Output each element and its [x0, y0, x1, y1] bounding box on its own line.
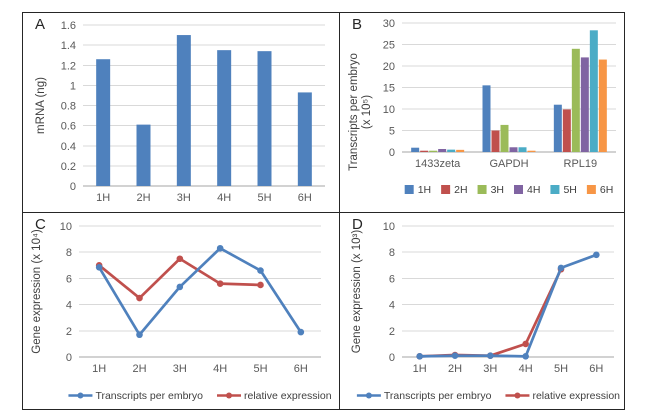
svg-text:6: 6	[389, 273, 395, 285]
svg-text:5: 5	[389, 126, 395, 138]
svg-text:GAPDH: GAPDH	[489, 158, 528, 170]
svg-text:0: 0	[389, 352, 395, 364]
svg-text:2H: 2H	[448, 363, 462, 375]
svg-text:5H: 5H	[257, 192, 271, 204]
panel-d-chart: 0 2 4 6 8 10 1H 2H 3H 4H 5H 6H Gene expression (x 10…	[351, 221, 620, 402]
panel-c-chart: 0 2 4 6 8 10 1H 2H 3H 4H 5H 6H Gene expression (x 10…	[31, 221, 332, 402]
svg-text:4H: 4H	[527, 184, 540, 196]
svg-text:0: 0	[66, 352, 72, 364]
svg-text:1H: 1H	[96, 192, 110, 204]
svg-text:relative expression: relative expression	[532, 390, 620, 402]
panel-b: B 0 5 10 15 20 25 30 1433zeta GAPDH RPL19 Transcri…	[340, 13, 624, 213]
svg-text:6H: 6H	[600, 184, 613, 196]
svg-text:8: 8	[66, 247, 72, 259]
figure-panel-grid: A 0 0.2 0.4 0.6 0.8 1 1.2 1.4 1.6 1H 2H 3H 4H 5H 6H mRN…	[22, 12, 625, 410]
svg-text:mRNA (ng): mRNA (ng)	[35, 77, 47, 134]
svg-text:4H: 4H	[217, 192, 231, 204]
svg-text:Transcripts per embryo: Transcripts per embryo	[348, 53, 360, 171]
svg-text:6: 6	[66, 273, 72, 285]
svg-text:0.8: 0.8	[61, 101, 76, 113]
svg-text:4: 4	[389, 300, 395, 312]
svg-text:10: 10	[383, 221, 395, 233]
svg-text:0.6: 0.6	[61, 121, 76, 133]
svg-text:6H: 6H	[589, 363, 603, 375]
panel-c: C 0 2 4 6 8 10 1H 2H 3H 4H 5H 6H Gene expression (x …	[23, 213, 340, 409]
svg-text:1H: 1H	[418, 184, 431, 196]
svg-text:3H: 3H	[173, 363, 187, 375]
svg-text:2H: 2H	[136, 192, 150, 204]
svg-text:4H: 4H	[213, 363, 227, 375]
svg-text:Gene expression (x 10⁴): Gene expression (x 10⁴)	[31, 229, 43, 354]
svg-text:5H: 5H	[253, 363, 267, 375]
svg-text:0.2: 0.2	[61, 161, 76, 173]
svg-text:3H: 3H	[491, 184, 504, 196]
svg-text:RPL19: RPL19	[564, 158, 598, 170]
svg-text:1.4: 1.4	[61, 40, 76, 52]
svg-text:4: 4	[66, 300, 72, 312]
svg-text:1.2: 1.2	[61, 60, 76, 72]
svg-text:0: 0	[389, 147, 395, 159]
svg-text:5H: 5H	[554, 363, 568, 375]
svg-text:3H: 3H	[483, 363, 497, 375]
svg-text:Transcripts per embryo: Transcripts per embryo	[95, 390, 203, 402]
svg-text:0.4: 0.4	[61, 141, 76, 153]
svg-text:4H: 4H	[519, 363, 533, 375]
svg-text:6H: 6H	[294, 363, 308, 375]
panel-c-label: C	[35, 216, 46, 233]
svg-text:2H: 2H	[132, 363, 146, 375]
svg-text:0: 0	[70, 181, 76, 193]
svg-text:Transcripts per embryo: Transcripts per embryo	[384, 390, 492, 402]
panel-b-chart: 0 5 10 15 20 25 30 1433zeta GAPDH RPL19 Transcript…	[348, 18, 616, 196]
svg-text:1433zeta: 1433zeta	[415, 158, 461, 170]
svg-text:6H: 6H	[298, 192, 312, 204]
svg-text:3H: 3H	[177, 192, 191, 204]
svg-text:2: 2	[66, 326, 72, 338]
panel-d: D 0 2 4 6 8 10 1H 2H 3H 4H 5H 6H Gene expression (x …	[340, 213, 624, 409]
svg-text:5H: 5H	[563, 184, 576, 196]
svg-text:10: 10	[60, 221, 72, 233]
svg-text:1H: 1H	[92, 363, 106, 375]
svg-text:8: 8	[389, 247, 395, 259]
svg-text:2: 2	[389, 326, 395, 338]
svg-text:15: 15	[383, 83, 395, 95]
svg-text:1.6: 1.6	[61, 20, 76, 32]
svg-text:10: 10	[383, 104, 395, 116]
svg-text:1: 1	[70, 80, 76, 92]
panel-b-label: B	[352, 16, 363, 33]
svg-text:20: 20	[383, 61, 395, 73]
panel-d-label: D	[352, 216, 363, 233]
svg-text:30: 30	[383, 18, 395, 30]
svg-text:25: 25	[383, 40, 395, 52]
svg-text:2H: 2H	[454, 184, 467, 196]
svg-text:1H: 1H	[413, 363, 427, 375]
panel-a-label: A	[35, 16, 46, 33]
svg-text:relative expression: relative expression	[244, 390, 332, 402]
svg-text:(x 10⁵): (x 10⁵)	[361, 95, 373, 129]
panel-a: A 0 0.2 0.4 0.6 0.8 1 1.2 1.4 1.6 1H 2H 3H 4H 5H 6H mRN…	[23, 13, 340, 213]
panel-a-chart: 0 0.2 0.4 0.6 0.8 1 1.2 1.4 1.6 1H 2H 3H 4H 5H 6H mRNA …	[35, 20, 325, 204]
svg-text:Gene expression (x 10³): Gene expression (x 10³)	[351, 230, 363, 354]
